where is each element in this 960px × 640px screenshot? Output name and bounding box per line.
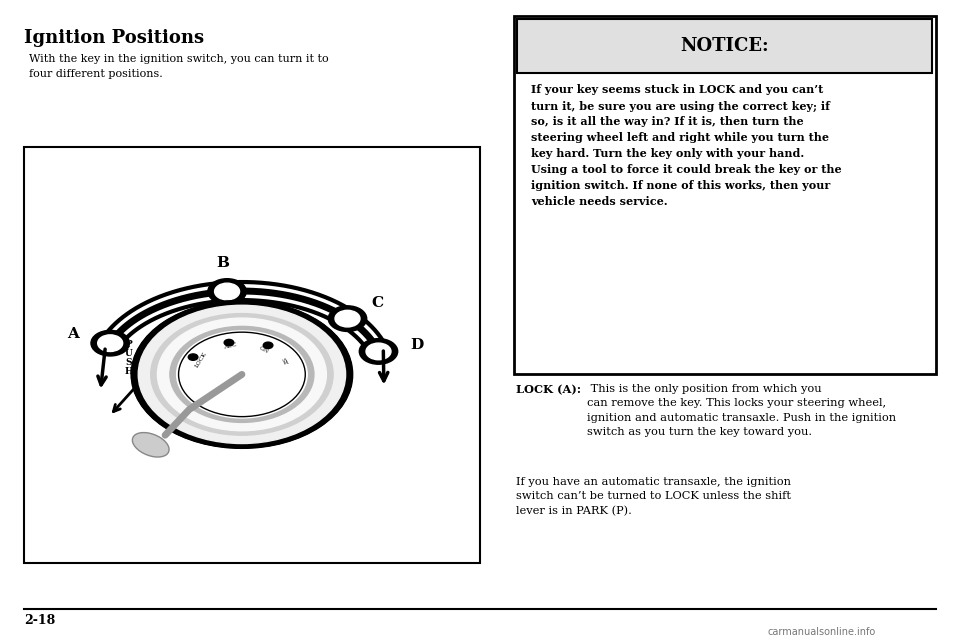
Circle shape	[188, 354, 198, 360]
Text: ST: ST	[279, 357, 287, 367]
Circle shape	[179, 332, 305, 417]
Circle shape	[138, 305, 346, 444]
Circle shape	[151, 314, 333, 435]
FancyBboxPatch shape	[24, 147, 480, 563]
Circle shape	[170, 326, 314, 422]
Text: P
U
S
H: P U S H	[125, 340, 132, 376]
Circle shape	[263, 342, 273, 349]
Text: carmanualsonline.info: carmanualsonline.info	[768, 627, 876, 637]
Text: Ignition Positions: Ignition Positions	[24, 29, 204, 47]
Text: 2-18: 2-18	[24, 614, 56, 627]
Circle shape	[91, 330, 130, 356]
Circle shape	[132, 301, 352, 448]
Text: This is the only position from which you
can remove the key. This locks your ste: This is the only position from which you…	[587, 384, 896, 437]
Circle shape	[215, 283, 240, 300]
Text: ON: ON	[258, 345, 270, 354]
Text: NOTICE:: NOTICE:	[681, 36, 769, 55]
Text: C: C	[372, 296, 384, 310]
Circle shape	[98, 335, 123, 351]
Text: LOCK: LOCK	[195, 351, 208, 369]
Ellipse shape	[132, 433, 169, 457]
Circle shape	[225, 339, 234, 346]
Circle shape	[328, 306, 367, 332]
Text: If you have an automatic transaxle, the ignition
switch can’t be turned to LOCK : If you have an automatic transaxle, the …	[516, 477, 790, 516]
Circle shape	[208, 278, 247, 304]
FancyBboxPatch shape	[517, 19, 932, 73]
Text: With the key in the ignition switch, you can turn it to
four different positions: With the key in the ignition switch, you…	[29, 54, 328, 79]
Text: A: A	[67, 327, 79, 341]
Circle shape	[177, 331, 307, 418]
FancyBboxPatch shape	[514, 16, 936, 374]
Text: LOCK (A):: LOCK (A):	[516, 384, 581, 395]
Text: ACC: ACC	[224, 342, 237, 350]
Text: B: B	[216, 256, 229, 270]
Circle shape	[366, 343, 391, 360]
Circle shape	[359, 339, 397, 364]
Text: D: D	[411, 338, 424, 352]
Circle shape	[335, 310, 360, 327]
Text: If your key seems stuck in LOCK and you can’t
turn it, be sure you are using the: If your key seems stuck in LOCK and you …	[531, 84, 842, 207]
Circle shape	[157, 318, 326, 431]
